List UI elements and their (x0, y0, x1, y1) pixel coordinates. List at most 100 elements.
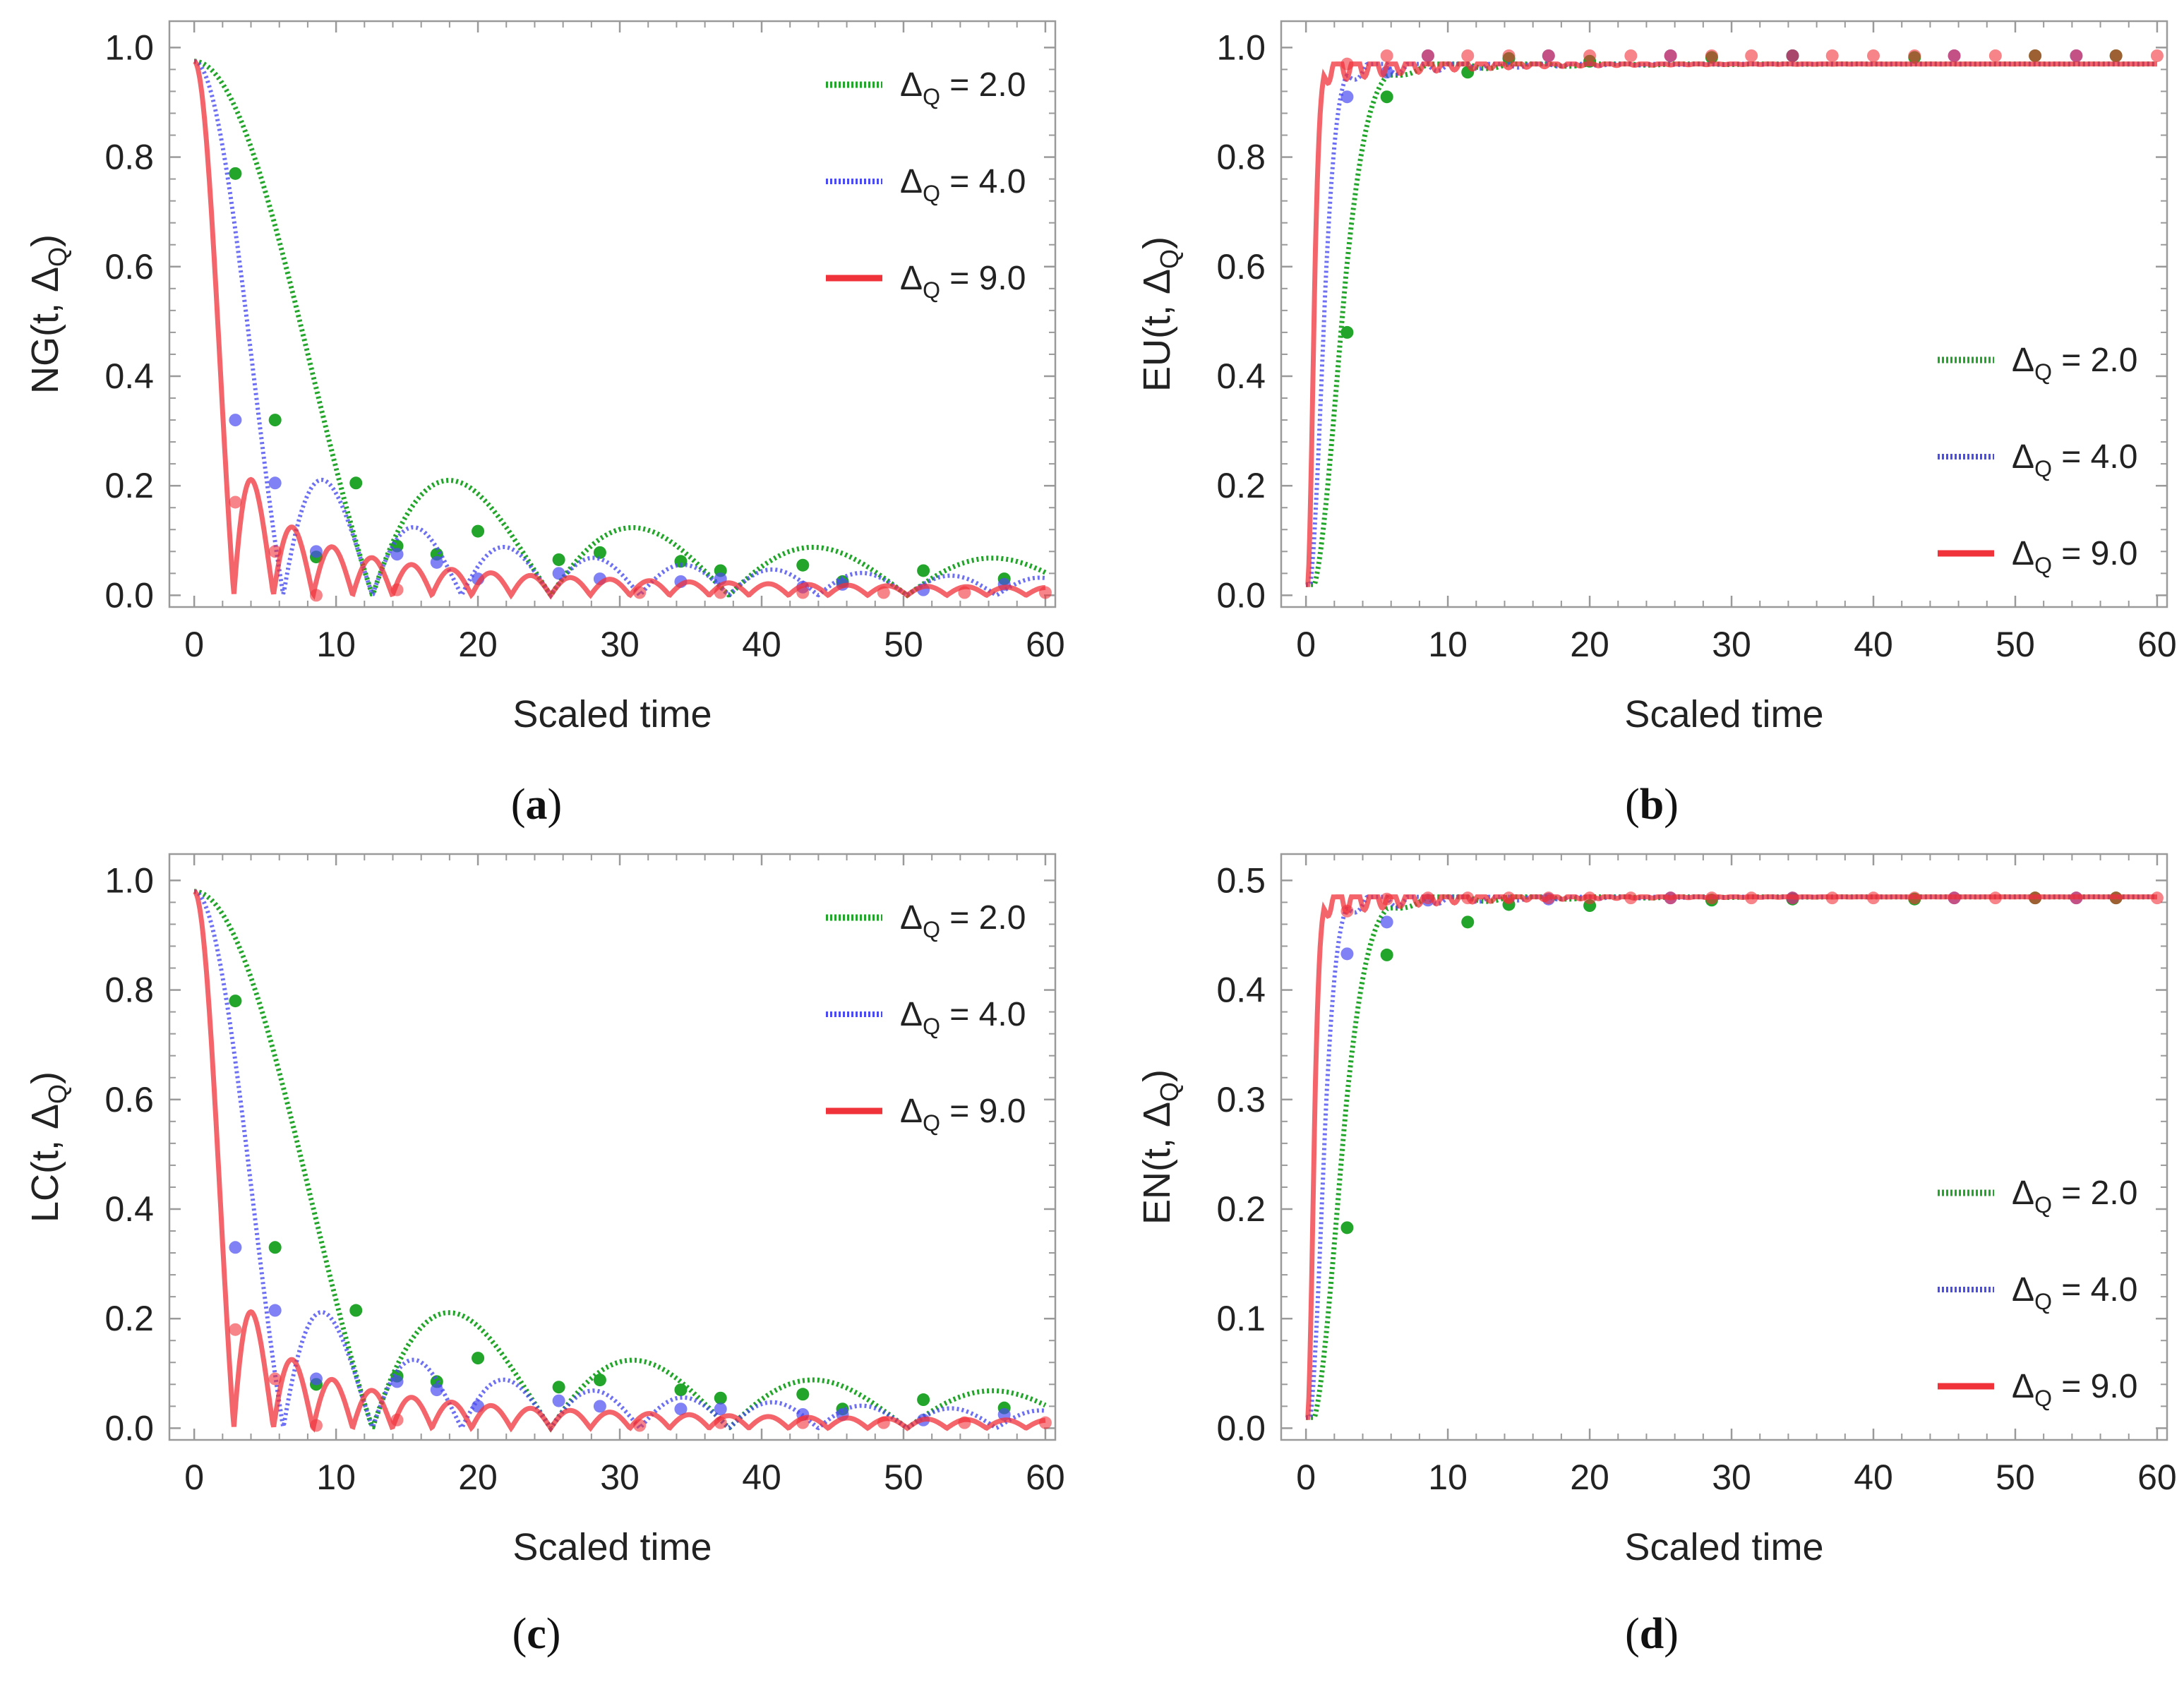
data-point-green (472, 524, 485, 538)
data-point-blue (229, 414, 242, 427)
data-point-green (552, 553, 565, 566)
data-point-red (633, 586, 647, 599)
data-point-blue (268, 476, 282, 490)
data-point-red (1745, 891, 1758, 905)
x-tick-label: 30 (1712, 1458, 1751, 1497)
x-tick-label: 60 (2137, 1458, 2177, 1497)
data-point-green (796, 1388, 810, 1401)
legend-label: ΔQ = 4.0 (900, 996, 1026, 1039)
x-tick-label: 60 (1026, 625, 1065, 664)
legend-label: ΔQ = 2.0 (900, 899, 1026, 942)
panel-caption: (a) (511, 781, 562, 829)
data-point-red (1745, 49, 1758, 62)
data-point-red (1340, 904, 1354, 918)
data-point-red (2029, 49, 2042, 62)
panel-caption: (c) (512, 1610, 561, 1658)
y-tick-label: 1.0 (104, 860, 154, 900)
y-axis-label: EU(t, ΔQ) (1136, 236, 1184, 392)
data-point-red (633, 1419, 647, 1432)
x-tick-label: 0 (184, 1458, 204, 1497)
series-line-delta-4.0 (193, 889, 1046, 1432)
series-line-delta-2.0 (1306, 61, 2157, 587)
data-point-green (229, 995, 242, 1008)
panel-caption: (d) (1625, 1610, 1679, 1658)
y-tick-label: 0.8 (104, 138, 154, 177)
data-point-green (349, 476, 363, 490)
x-tick-label: 30 (600, 625, 640, 664)
data-point-red (1542, 49, 1555, 62)
y-tick-label: 1.0 (104, 28, 154, 67)
data-point-green (796, 558, 810, 572)
x-tick-label: 0 (1296, 625, 1316, 664)
data-point-red (1705, 891, 1718, 905)
data-point-red (1502, 49, 1516, 62)
legend-label: ΔQ = 9.0 (2012, 1368, 2137, 1411)
data-point-red (714, 1416, 727, 1429)
series-group (193, 889, 1052, 1433)
plot-frame (168, 20, 1057, 608)
data-point-red (268, 1372, 282, 1386)
series-line-delta-4.0 (1306, 61, 2157, 587)
series-line-delta-9.0 (193, 889, 1046, 1433)
y-tick-label: 0.4 (1216, 971, 1266, 1010)
y-tick-label: 0.4 (104, 356, 154, 396)
y-tick-label: 0.0 (104, 575, 154, 615)
data-point-red (1380, 892, 1393, 906)
series-group (1305, 49, 2164, 587)
data-point-red (714, 586, 727, 599)
x-tick-label: 10 (316, 625, 356, 664)
legend-label: ΔQ = 9.0 (2012, 535, 2137, 578)
data-point-red (309, 1419, 323, 1432)
panel-a: 0 10 20 30 40 50 60 0.0 0.2 0.4 0.6 0.8 1.0 Scaled ti… (24, 20, 1065, 829)
data-point-blue (714, 1402, 727, 1416)
series-line-delta-9.0 (1305, 894, 2157, 1420)
x-tick-label: 20 (1570, 625, 1609, 664)
data-point-red (268, 545, 282, 558)
data-point-red (1502, 891, 1516, 905)
data-point-green (917, 564, 930, 577)
data-point-red (2150, 49, 2164, 62)
legend-label: ΔQ = 4.0 (900, 163, 1026, 206)
data-point-green (917, 1393, 930, 1407)
plot-frame (1280, 20, 2168, 608)
data-point-red (1038, 1416, 1052, 1429)
series-line-delta-4.0 (193, 59, 1046, 599)
series-line-delta-2.0 (194, 889, 1047, 1433)
data-point-red (1664, 891, 1677, 905)
data-point-red (1380, 49, 1393, 62)
x-tick-label: 40 (742, 1458, 781, 1497)
data-point-red (1825, 49, 1839, 62)
x-tick-label: 50 (1996, 625, 2035, 664)
legend-label: ΔQ = 2.0 (900, 66, 1026, 109)
plot-frame (168, 853, 1057, 1441)
data-point-red (390, 583, 404, 596)
series-line-delta-9.0 (1305, 61, 2157, 587)
data-point-red (1340, 57, 1354, 71)
y-tick-label: 0.4 (1216, 356, 1266, 396)
series-line-delta-9.0 (193, 59, 1046, 600)
data-point-red (1908, 891, 1921, 905)
data-point-blue (309, 545, 323, 558)
y-tick-label: 0.6 (1216, 247, 1266, 287)
data-point-red (229, 495, 242, 509)
data-point-green (593, 546, 606, 559)
data-point-red (1948, 891, 1961, 905)
data-point-red (1624, 891, 1638, 905)
x-tick-label: 10 (1428, 625, 1468, 664)
data-point-red (1461, 891, 1475, 905)
data-point-green (268, 414, 282, 427)
data-point-blue (268, 1304, 282, 1317)
data-point-blue (390, 548, 404, 561)
series-group (1305, 891, 2164, 1420)
data-point-red (796, 1416, 810, 1429)
data-point-green (1340, 325, 1354, 339)
x-axis-label: Scaled time (1624, 1526, 1823, 1568)
data-point-red (1421, 891, 1434, 905)
data-point-red (1825, 891, 1839, 905)
x-tick-label: 10 (1428, 1458, 1468, 1497)
x-tick-label: 20 (458, 1458, 498, 1497)
data-point-blue (552, 567, 565, 580)
data-point-blue (593, 1400, 606, 1413)
x-tick-label: 30 (600, 1458, 640, 1497)
